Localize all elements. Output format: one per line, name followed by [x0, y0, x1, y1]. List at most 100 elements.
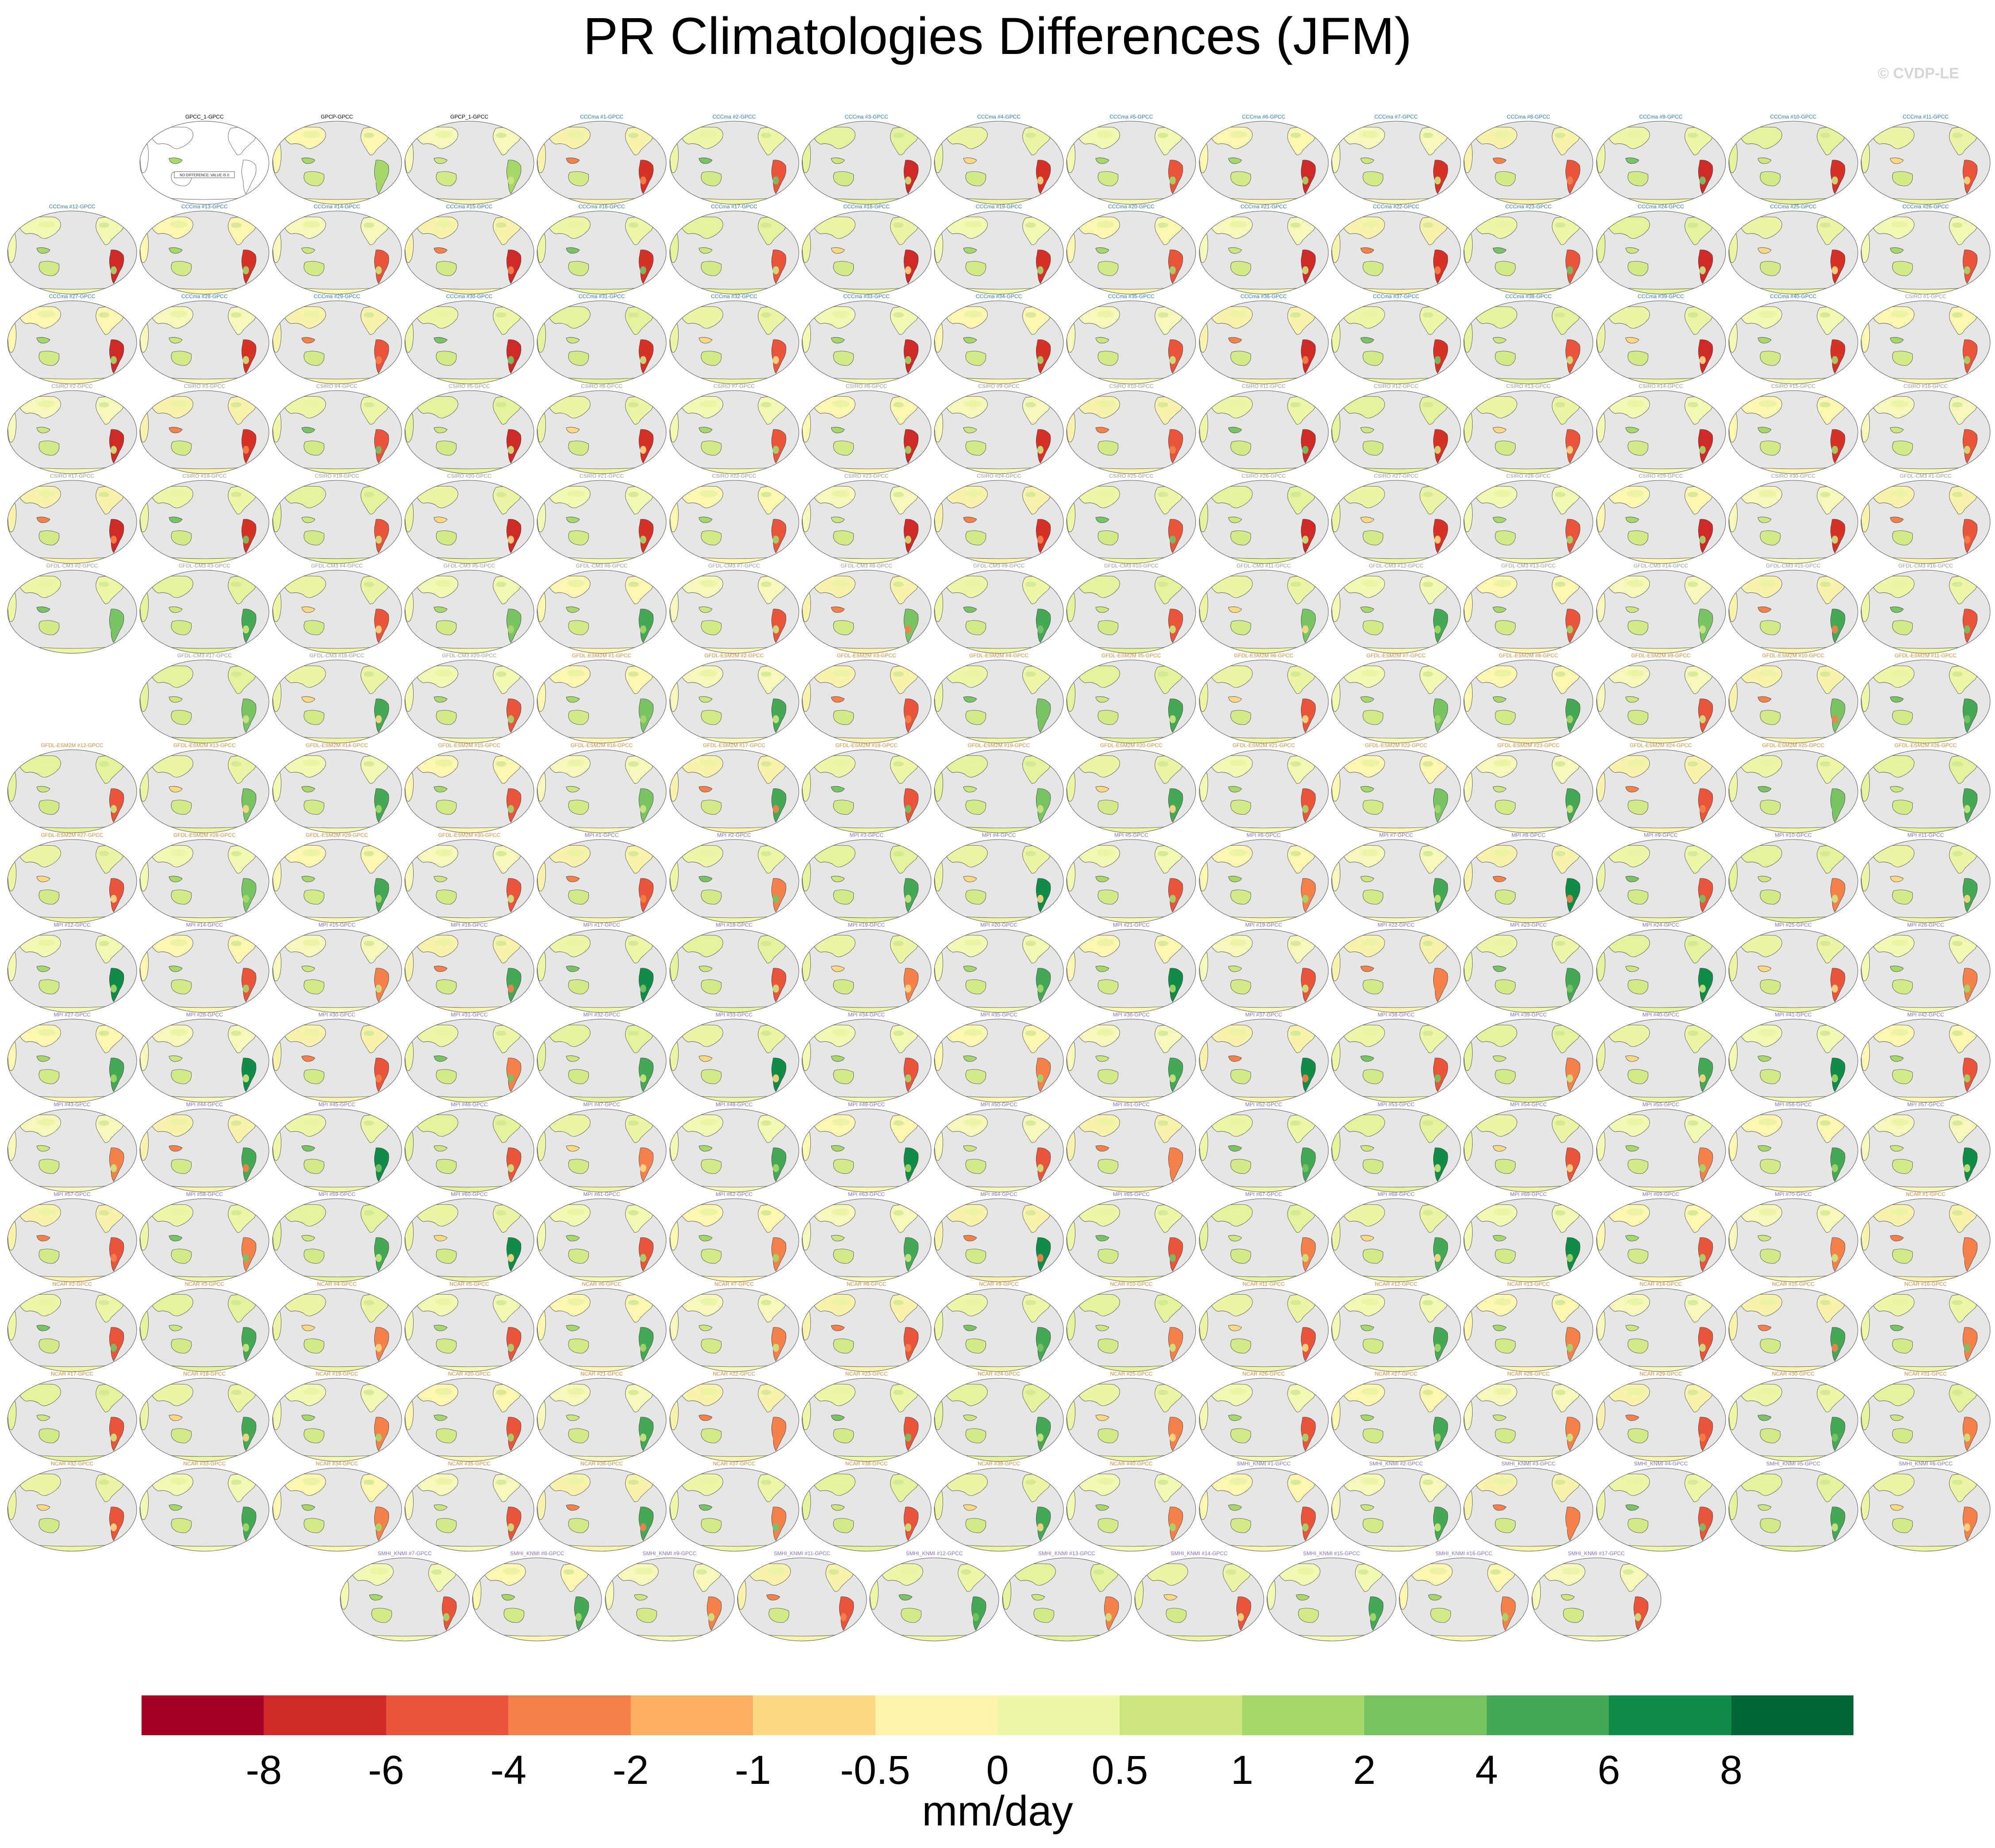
panel-title: CSIRO #24-GPCC: [977, 473, 1021, 479]
robinson-map: [537, 390, 667, 474]
panel-title: GFDL-ESM2M #27-GPCC: [41, 832, 104, 838]
panel-title: MPI #52-GPCC: [1245, 1101, 1282, 1108]
colorbar-tick-label: 0: [986, 1748, 1009, 1793]
robinson-map: [7, 1198, 137, 1282]
panel-title: MPI #30-GPCC: [318, 1012, 356, 1018]
panel-title: GFDL-ESM2M #12-GPCC: [41, 742, 104, 748]
panel-title: GFDL-CM3 #3-GPCC: [178, 563, 230, 569]
panel-title: CSIRO #18-GPCC: [182, 473, 227, 479]
robinson-map: [669, 211, 799, 295]
panel-title: MPI #32-GPCC: [583, 1012, 620, 1018]
panel-title: CCCma #19-GPCC: [975, 203, 1022, 210]
map-panel: NCAR #39-GPCC: [932, 1460, 1065, 1553]
colorbar-box: [1120, 1695, 1243, 1735]
colorbar-box: [753, 1695, 876, 1735]
map-panel: MPI #7-GPCC: [1330, 832, 1462, 924]
map-panel: SMHI_KNMI #6-GPCC: [1859, 1460, 1992, 1553]
panel-title: CSIRO #25-GPCC: [1109, 473, 1154, 479]
robinson-map: [537, 1108, 667, 1192]
robinson-map: [934, 1378, 1064, 1462]
panel-title: CSIRO #19-GPCC: [315, 473, 359, 479]
map-panel: MPI #18-GPCC: [668, 921, 801, 1014]
panel-title: NCAR #22-GPCC: [713, 1371, 756, 1377]
panel-title: CSIRO #10-GPCC: [1109, 383, 1154, 389]
panel-title: MPI #61-GPCC: [583, 1191, 620, 1197]
panel-title: MPI #68-GPCC: [1377, 1191, 1415, 1197]
panel-title: CCCma #11-GPCC: [1903, 114, 1949, 120]
map-panel: MPI #46-GPCC: [403, 1101, 536, 1194]
panel-title: GFDL-ESM2M #15-GPCC: [438, 742, 501, 748]
robinson-map: [7, 1468, 137, 1552]
map-panel: MPI #57-GPCC: [1859, 1101, 1992, 1194]
robinson-map: [1199, 1468, 1329, 1552]
panel-title: CCCma #16-GPCC: [578, 203, 625, 210]
robinson-map: [1066, 570, 1196, 654]
colorbar-box: [1364, 1695, 1487, 1735]
robinson-map: [7, 929, 137, 1013]
map-panel: CSIRO #21-GPCC: [535, 472, 668, 565]
robinson-map: [1596, 570, 1726, 654]
robinson-map: [1331, 929, 1461, 1013]
map-panel: MPI #50-GPCC: [932, 1101, 1065, 1194]
robinson-map: [669, 839, 799, 923]
panel-title: SMHI_KNMI #14-GPCC: [1170, 1550, 1228, 1557]
panel-title: NCAR #6-GPCC: [582, 1281, 622, 1287]
panel-title: MPI #6-GPCC: [1247, 832, 1281, 838]
robinson-map: [1596, 839, 1726, 923]
robinson-map: [404, 839, 534, 923]
robinson-map: [272, 480, 402, 564]
robinson-map: [1199, 300, 1329, 384]
robinson-map: [1861, 1468, 1991, 1552]
robinson-map: [934, 1288, 1064, 1372]
robinson-map: [1199, 929, 1329, 1013]
map-panel-grid: GPCC_1-GPCC NO DIFFERENCE: VALUE IS 0 GPCP…: [6, 113, 1992, 1641]
robinson-map: [1066, 300, 1196, 384]
panel-title: NCAR #24-GPCC: [978, 1371, 1021, 1377]
robinson-map: [1134, 1557, 1264, 1641]
panel-title: GFDL-ESM2M #6-GPCC: [1234, 652, 1293, 659]
robinson-map: [934, 1468, 1064, 1552]
panel-title: GFDL-ESM2M #19-GPCC: [967, 742, 1030, 748]
map-panel: GFDL-ESM2M #28-GPCC: [138, 832, 271, 924]
map-panel: SMHI_KNMI #1-GPCC: [1197, 1460, 1330, 1553]
panel-title: CCCma #6-GPCC: [1242, 114, 1285, 120]
map-panel: CCCma #1-GPCC: [535, 113, 668, 206]
map-panel: CSIRO #2-GPCC: [6, 383, 138, 475]
map-panel: MPI #14-GPCC: [138, 921, 271, 1014]
robinson-map: [934, 570, 1064, 654]
map-panel: GFDL-ESM2M #23-GPCC: [1462, 742, 1595, 835]
robinson-map: [1463, 749, 1593, 833]
panel-title: CCCma #36-GPCC: [1240, 293, 1287, 299]
map-panel: CSIRO #14-GPCC: [1595, 383, 1727, 475]
panel-title: CCCma #33-GPCC: [843, 293, 890, 299]
panel-title: NCAR #34-GPCC: [315, 1461, 358, 1467]
panel-title: CCCma #12-GPCC: [49, 203, 96, 210]
robinson-map: [1861, 1378, 1991, 1462]
panel-title: GFDL-ESM2M #14-GPCC: [306, 742, 368, 748]
panel-title: NCAR #18-GPCC: [183, 1371, 226, 1377]
map-panel: NCAR #21-GPCC: [535, 1370, 668, 1463]
robinson-map: [537, 1378, 667, 1462]
robinson-map: [802, 570, 932, 654]
panel-title: NCAR #39-GPCC: [978, 1461, 1021, 1467]
robinson-map: [404, 1198, 534, 1282]
map-panel: CSIRO #8-GPCC: [800, 383, 933, 475]
robinson-map: [1399, 1557, 1529, 1641]
map-panel: MPI #60-GPCC: [403, 1191, 536, 1284]
robinson-map: [1728, 1019, 1858, 1103]
robinson-map: [869, 1557, 999, 1641]
map-panel: CCCma #3-GPCC: [800, 113, 933, 206]
map-panel: NCAR #3-GPCC: [138, 1281, 271, 1373]
panel-title: MPI #51-GPCC: [1113, 1101, 1150, 1108]
panel-title: CSIRO #30-GPCC: [1771, 473, 1815, 479]
robinson-map: [1463, 570, 1593, 654]
panel-title: MPI #34-GPCC: [848, 1012, 885, 1018]
map-panel: MPI #41-GPCC: [1727, 1011, 1860, 1104]
panel-title: MPI #40-GPCC: [1642, 1012, 1680, 1018]
panel-title: CCCma #4-GPCC: [977, 114, 1021, 120]
robinson-map: [1066, 211, 1196, 295]
map-panel: NCAR #22-GPCC: [668, 1370, 801, 1463]
map-panel: GFDL-CM3 #13-GPCC: [1462, 562, 1595, 655]
map-panel: CCCma #20-GPCC: [1065, 203, 1197, 296]
map-panel: NCAR #15-GPCC: [1727, 1281, 1860, 1373]
